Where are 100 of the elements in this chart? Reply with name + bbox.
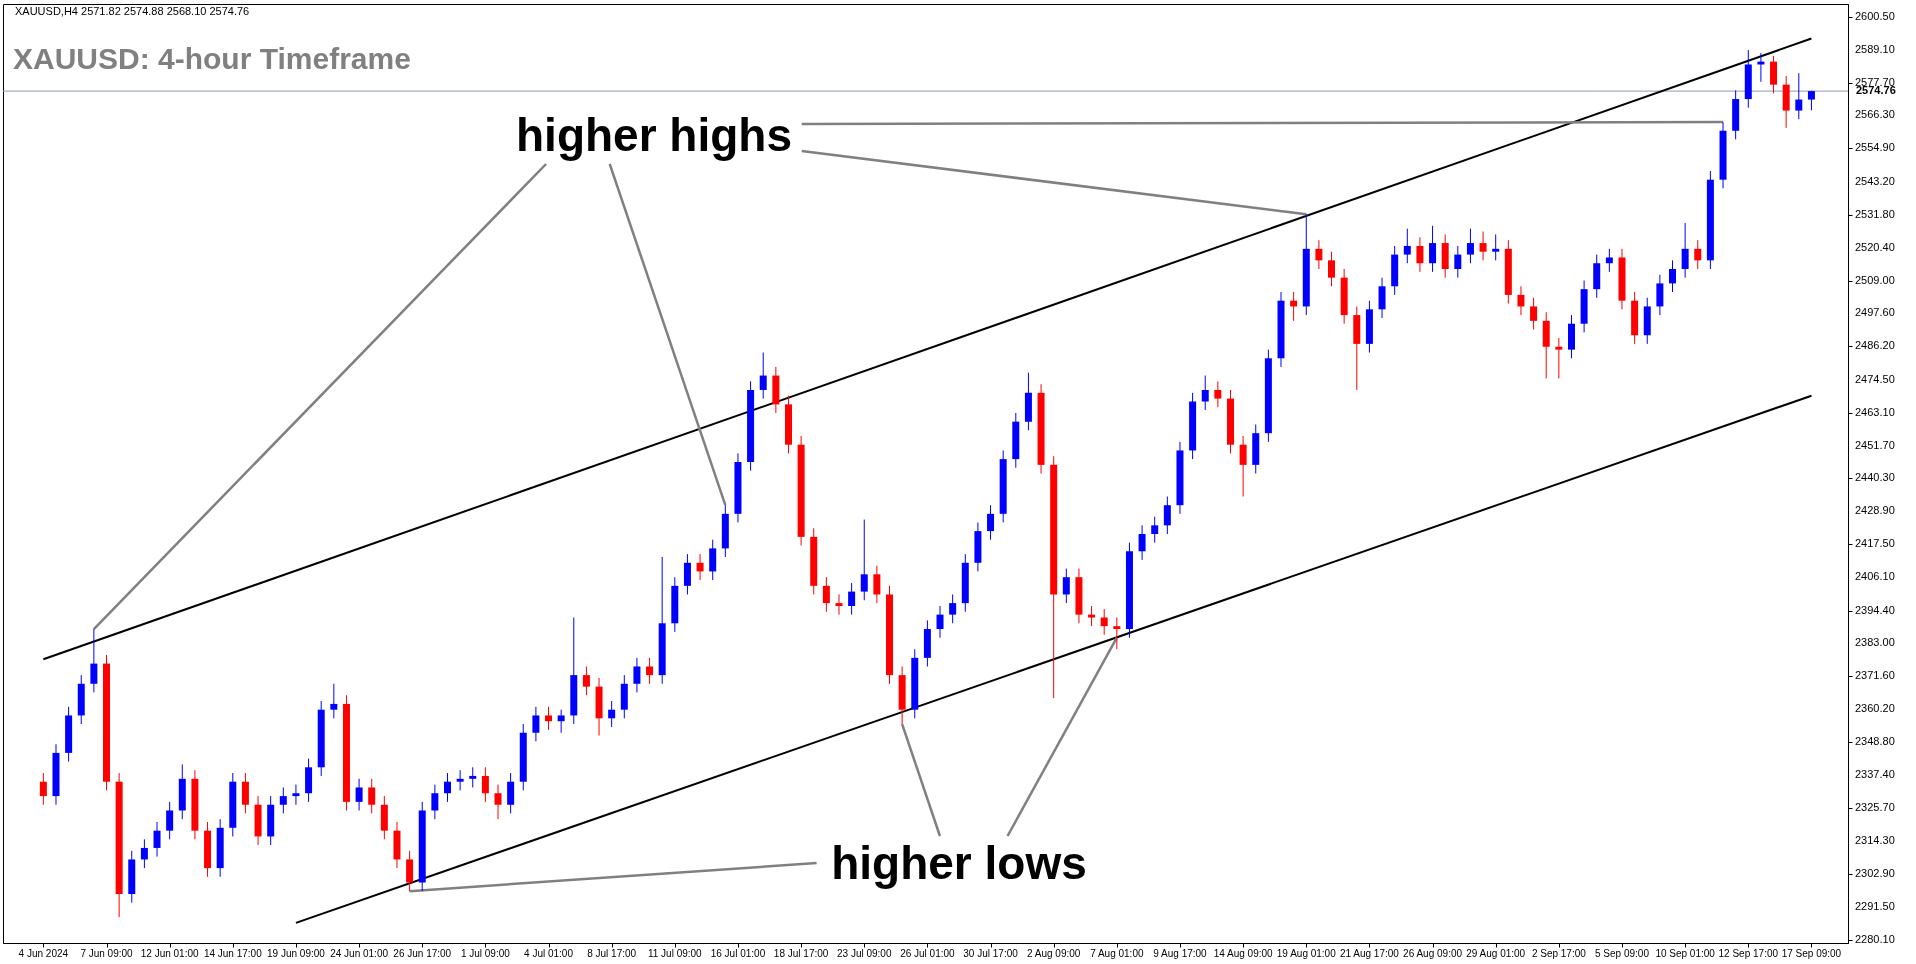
candlestick: [848, 582, 856, 616]
y-tick-label: 2325.70: [1855, 801, 1895, 814]
candlestick: [1605, 248, 1613, 273]
y-tick-label: 2417.50: [1855, 537, 1895, 550]
x-tick-label: 18 Jul 17:00: [773, 948, 829, 959]
candlestick: [1113, 617, 1121, 650]
y-tick-label: 2463.10: [1855, 405, 1895, 418]
x-tick-label: 12 Jun 01:00: [140, 948, 199, 959]
candlestick: [1656, 274, 1664, 316]
candlestick: [1163, 496, 1171, 535]
candlestick: [633, 657, 641, 693]
candlestick: [1770, 55, 1778, 94]
x-tick-label: 17 Sep 09:00: [1781, 948, 1842, 959]
candlestick: [1795, 72, 1803, 120]
y-tick-label: 2509.00: [1855, 273, 1895, 286]
candlestick: [1492, 233, 1500, 261]
y-tick-label: 2497.60: [1855, 306, 1895, 319]
candlestick: [1403, 228, 1411, 264]
candlestick: [936, 605, 944, 639]
x-tick-label: 10 Sep 01:00: [1655, 948, 1716, 959]
y-tick-label: 2520.40: [1855, 240, 1895, 253]
candlestick: [469, 766, 477, 788]
candlestick: [1555, 337, 1563, 379]
candlestick: [406, 850, 414, 892]
x-tick-label: 2 Aug 09:00: [1026, 948, 1081, 959]
x-tick-label: 19 Aug 01:00: [1276, 948, 1337, 959]
x-tick-label: 19 Jun 09:00: [267, 948, 326, 959]
x-tick-label: 11 Jul 09:00: [647, 948, 703, 959]
y-tick-label: 2360.20: [1855, 702, 1895, 715]
candlestick: [1138, 524, 1146, 561]
candlestick: [1416, 236, 1424, 273]
candlestick: [166, 801, 174, 840]
candlestick: [860, 519, 868, 601]
candlestick: [582, 665, 590, 696]
y-tick-label: 2600.50: [1855, 9, 1895, 22]
candlestick: [355, 778, 363, 811]
candlestick: [545, 706, 553, 731]
y-tick-label: 2474.50: [1855, 372, 1895, 385]
candlestick: [949, 593, 957, 624]
annotation: higher highs: [516, 109, 792, 161]
candlestick: [709, 539, 717, 581]
candlestick: [494, 784, 502, 820]
candlestick: [368, 778, 376, 814]
candlestick: [646, 657, 654, 685]
y-tick-label: 2314.30: [1855, 834, 1895, 847]
candlestick: [431, 784, 439, 820]
x-tick-label: 8 Jul 17:00: [587, 948, 637, 959]
candlestick: [1100, 608, 1108, 636]
candlestick: [1454, 245, 1462, 279]
candlestick: [1530, 297, 1538, 330]
candlestick: [557, 709, 565, 734]
candlestick: [873, 565, 881, 604]
y-tick-label: 2428.90: [1855, 504, 1895, 517]
y-tick-label: 2406.10: [1855, 569, 1895, 582]
candlestick: [1681, 222, 1689, 279]
candlestick: [683, 553, 691, 595]
x-tick-label: 24 Jun 01:00: [330, 948, 389, 959]
y-tick-label: 2302.90: [1855, 867, 1895, 880]
y-tick-label: 2348.80: [1855, 734, 1895, 747]
y-tick-label: 2383.00: [1855, 636, 1895, 649]
x-tick-label: 26 Jun 17:00: [393, 948, 452, 959]
candlestick: [1214, 380, 1222, 408]
x-tick-label: 21 Aug 17:00: [1339, 948, 1400, 959]
candlestick: [1201, 375, 1209, 411]
y-tick-label: 2486.20: [1855, 339, 1895, 352]
y-tick-label: 2394.40: [1855, 603, 1895, 616]
candlestick: [532, 706, 540, 742]
candlestick: [1479, 231, 1487, 261]
x-tick-label: 7 Jun 09:00: [80, 948, 134, 959]
x-tick-label: 16 Jul 01:00: [710, 948, 766, 959]
candlestick: [987, 504, 995, 541]
y-tick-label: 2280.10: [1855, 932, 1895, 945]
candlestick: [507, 772, 515, 814]
x-tick-label: 12 Sep 17:00: [1718, 948, 1779, 959]
candlestick: [1151, 516, 1159, 544]
candlestick: [330, 683, 338, 719]
annotation: higher lows: [831, 837, 1087, 889]
x-tick-label: 26 Aug 09:00: [1403, 948, 1463, 959]
y-tick-label: 2543.20: [1855, 175, 1895, 188]
candlestick: [1239, 435, 1247, 498]
x-tick-label: 9 Aug 17:00: [1153, 948, 1208, 959]
x-tick-label: 26 Jul 01:00: [900, 948, 956, 959]
y-tick-label: 2566.30: [1855, 108, 1895, 121]
x-tick-label: 14 Aug 09:00: [1213, 948, 1274, 959]
candlestick: [1669, 259, 1677, 293]
x-tick-label: 30 Jul 17:00: [963, 948, 1019, 959]
x-tick-label: 23 Jul 09:00: [837, 948, 892, 959]
candlestick: [1466, 228, 1474, 264]
candlestick: [608, 700, 616, 728]
y-tick-label: 2291.50: [1855, 900, 1895, 912]
x-tick-label: 4 Jun 2024: [18, 948, 69, 959]
candlestick: [1328, 251, 1336, 287]
y-tick-label: 2337.40: [1855, 767, 1895, 780]
candlestick: [1088, 605, 1096, 627]
candlestick: [822, 576, 830, 613]
annotation: XAUUSD,H4 2571.82 2574.88 2568.10 2574.76: [15, 5, 250, 17]
y-tick-label: 2554.90: [1855, 141, 1895, 154]
candlestick: [90, 628, 98, 693]
candlestick: [835, 593, 843, 616]
candlestick: [456, 769, 464, 791]
